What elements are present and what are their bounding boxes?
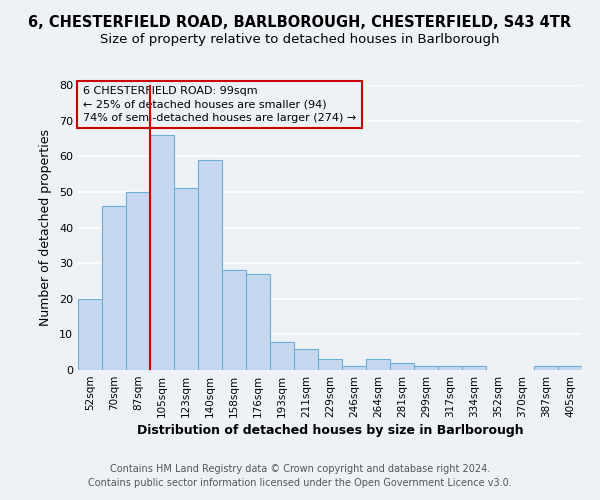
Bar (150, 135, 174, 370)
Bar (198, 160, 222, 370)
Text: Size of property relative to detached houses in Barlborough: Size of property relative to detached ho… (100, 32, 500, 46)
Y-axis label: Number of detached properties: Number of detached properties (39, 129, 52, 326)
Bar (174, 188, 198, 370)
Text: 6, CHESTERFIELD ROAD, BARLBOROUGH, CHESTERFIELD, S43 4TR: 6, CHESTERFIELD ROAD, BARLBOROUGH, CHEST… (28, 15, 572, 30)
Bar (534, 366, 558, 370)
Bar (246, 274, 270, 370)
X-axis label: Distribution of detached houses by size in Barlborough: Distribution of detached houses by size … (137, 424, 523, 437)
Bar (270, 342, 294, 370)
Bar (102, 206, 126, 370)
Bar (222, 270, 246, 370)
Bar (78, 298, 102, 370)
Bar (318, 360, 342, 370)
Bar (558, 366, 582, 370)
Bar (462, 366, 486, 370)
Text: Contains HM Land Registry data © Crown copyright and database right 2024.
Contai: Contains HM Land Registry data © Crown c… (88, 464, 512, 487)
Bar (294, 348, 318, 370)
Bar (126, 192, 150, 370)
Bar (438, 366, 462, 370)
Bar (414, 366, 438, 370)
Bar (342, 366, 366, 370)
Text: 6 CHESTERFIELD ROAD: 99sqm
← 25% of detached houses are smaller (94)
74% of semi: 6 CHESTERFIELD ROAD: 99sqm ← 25% of deta… (83, 86, 356, 123)
Bar (390, 363, 414, 370)
Bar (366, 360, 390, 370)
